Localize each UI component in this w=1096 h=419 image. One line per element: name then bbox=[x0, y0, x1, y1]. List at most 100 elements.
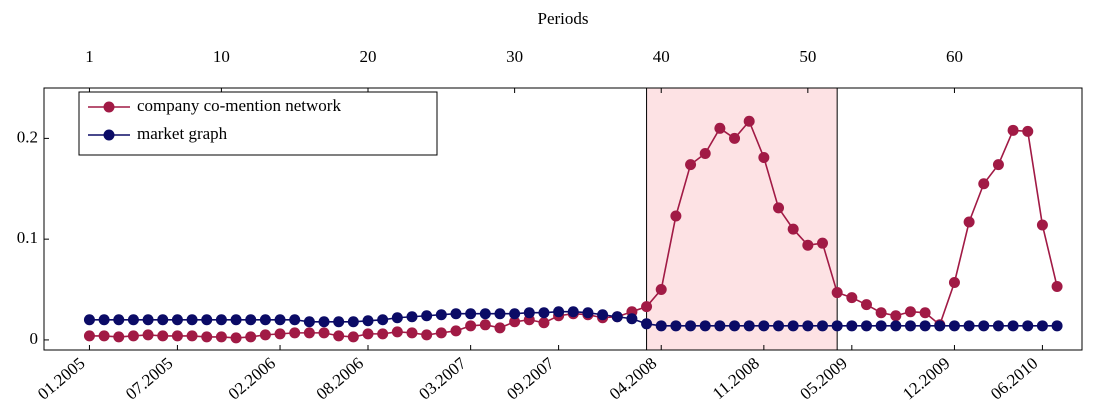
y-tick-label: 0 bbox=[30, 329, 39, 348]
data-point bbox=[802, 239, 814, 251]
data-point bbox=[465, 320, 477, 332]
data-point bbox=[479, 308, 491, 320]
data-point bbox=[538, 307, 550, 319]
data-point bbox=[509, 316, 521, 328]
data-point bbox=[362, 315, 374, 327]
top-x-tick-label: 50 bbox=[799, 47, 816, 66]
data-point bbox=[641, 318, 653, 330]
plot-frame bbox=[43, 87, 1083, 351]
x-tick-label: 03.2007 bbox=[415, 353, 470, 403]
data-point bbox=[333, 316, 345, 328]
legend-label: company co-mention network bbox=[137, 96, 341, 115]
data-point bbox=[113, 331, 125, 343]
data-point bbox=[1007, 124, 1019, 136]
data-point bbox=[494, 308, 506, 320]
data-point bbox=[274, 328, 286, 340]
x-tick-label: 05.2009 bbox=[796, 354, 851, 404]
data-point bbox=[992, 159, 1004, 171]
data-point bbox=[553, 306, 565, 318]
data-point bbox=[1051, 281, 1063, 293]
data-point bbox=[157, 330, 169, 342]
data-point bbox=[817, 320, 828, 332]
legend-label: market graph bbox=[137, 124, 228, 143]
data-point bbox=[860, 320, 872, 332]
x-tick-label: 12.2009 bbox=[899, 354, 954, 404]
data-point bbox=[860, 299, 872, 311]
data-point bbox=[230, 314, 242, 326]
data-point bbox=[1022, 320, 1034, 332]
data-point bbox=[685, 159, 697, 171]
data-point bbox=[655, 320, 667, 332]
data-point bbox=[626, 313, 638, 325]
x-tick-label: 07.2005 bbox=[122, 354, 177, 404]
data-point bbox=[655, 284, 667, 296]
data-point bbox=[670, 210, 682, 222]
legend-box bbox=[78, 91, 438, 156]
data-point bbox=[362, 328, 374, 340]
data-point bbox=[421, 310, 433, 322]
x-tick-label: 02.2006 bbox=[225, 354, 280, 404]
data-point bbox=[831, 287, 843, 299]
top-x-tick-label: 10 bbox=[213, 47, 230, 66]
data-point bbox=[699, 148, 711, 159]
data-point bbox=[230, 332, 242, 344]
data-point bbox=[274, 314, 286, 326]
data-point bbox=[1036, 219, 1048, 231]
data-point bbox=[919, 307, 931, 319]
top-x-tick-label: 20 bbox=[360, 47, 377, 66]
data-point bbox=[831, 320, 843, 332]
data-point bbox=[83, 330, 95, 342]
data-point bbox=[245, 331, 257, 343]
data-point bbox=[450, 325, 462, 337]
data-point bbox=[142, 329, 154, 341]
data-point bbox=[904, 320, 916, 332]
data-point bbox=[127, 330, 139, 342]
data-point bbox=[494, 322, 506, 334]
top-x-tick-label: 60 bbox=[946, 47, 963, 66]
data-point bbox=[245, 314, 257, 326]
data-point bbox=[391, 312, 403, 324]
data-point bbox=[1051, 320, 1063, 332]
data-point bbox=[1036, 320, 1048, 332]
data-point bbox=[465, 308, 477, 320]
data-point bbox=[421, 329, 433, 341]
data-point bbox=[98, 330, 110, 342]
data-point bbox=[978, 178, 990, 190]
data-point bbox=[435, 327, 447, 339]
x-tick-label: 08.2006 bbox=[313, 354, 368, 404]
data-point bbox=[1007, 320, 1019, 332]
data-point bbox=[787, 223, 799, 235]
data-point bbox=[186, 330, 198, 342]
data-point bbox=[773, 320, 785, 332]
data-point bbox=[758, 152, 770, 164]
data-point bbox=[157, 314, 169, 326]
data-point bbox=[963, 216, 975, 228]
data-point bbox=[802, 320, 814, 332]
data-point bbox=[743, 115, 755, 127]
data-point bbox=[171, 330, 183, 342]
data-point bbox=[714, 320, 726, 332]
data-point bbox=[303, 327, 315, 339]
data-point bbox=[714, 122, 726, 134]
data-point bbox=[127, 314, 139, 326]
data-point bbox=[729, 132, 741, 144]
data-point bbox=[259, 314, 271, 326]
data-point bbox=[347, 316, 359, 328]
data-point bbox=[318, 327, 330, 339]
data-point bbox=[509, 308, 521, 320]
data-point bbox=[597, 309, 609, 321]
data-point bbox=[450, 308, 462, 320]
data-point bbox=[846, 292, 858, 304]
data-point bbox=[435, 309, 447, 321]
data-point bbox=[567, 306, 579, 318]
top-x-tick-label: 40 bbox=[653, 47, 670, 66]
data-point bbox=[919, 320, 931, 332]
data-point bbox=[963, 320, 975, 332]
y-tick-label: 0.2 bbox=[17, 127, 38, 146]
data-point bbox=[875, 320, 887, 332]
data-point bbox=[846, 320, 858, 332]
top-x-tick-label: 1 bbox=[85, 47, 94, 66]
data-point bbox=[83, 314, 95, 326]
data-point bbox=[523, 307, 535, 319]
